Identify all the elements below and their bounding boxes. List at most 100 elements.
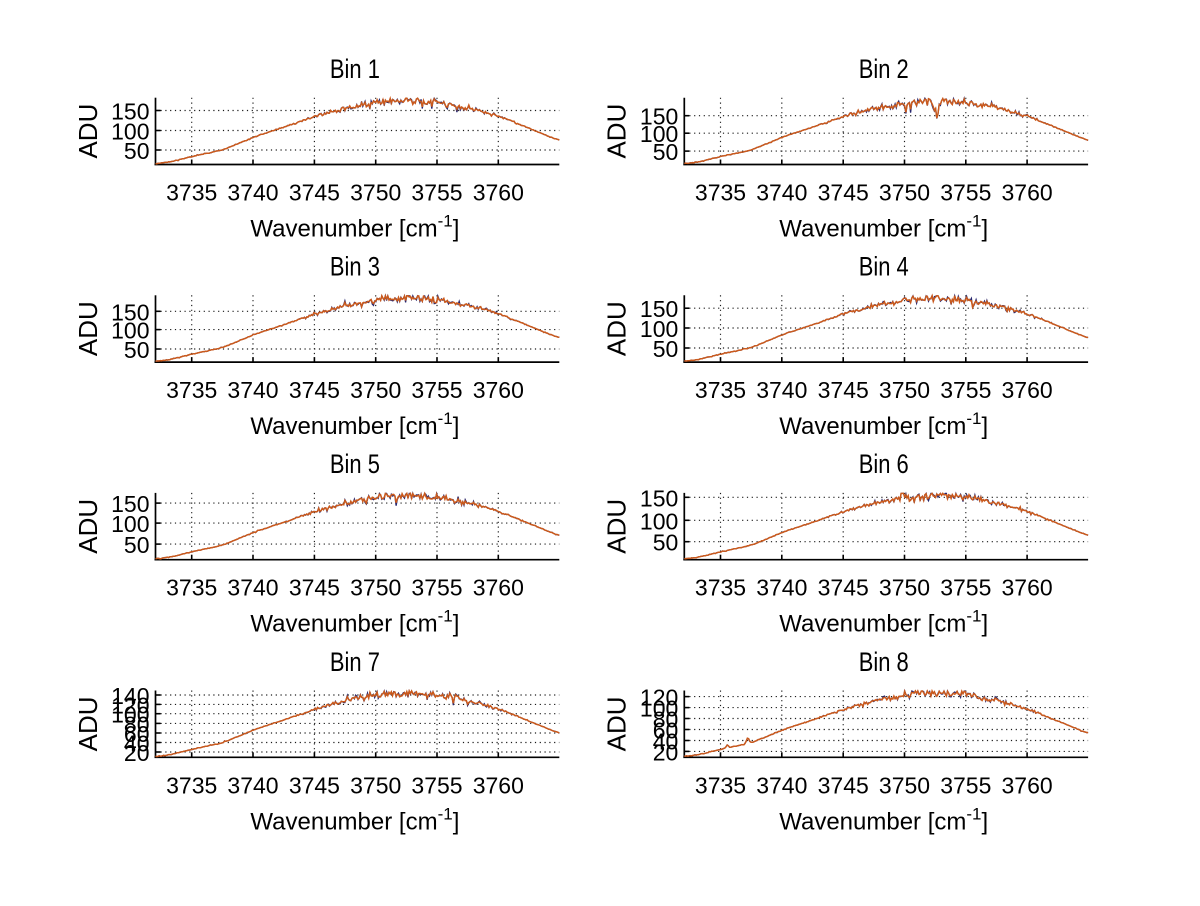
svg-text:Bin 6: Bin 6 [859,449,909,479]
svg-text:Wavenumber [cm-1]: Wavenumber [cm-1] [779,607,988,638]
svg-text:150: 150 [111,491,149,517]
svg-text:Wavenumber [cm-1]: Wavenumber [cm-1] [779,409,988,440]
svg-text:Wavenumber [cm-1]: Wavenumber [cm-1] [250,409,459,440]
svg-text:3735: 3735 [695,772,746,798]
svg-text:3735: 3735 [166,377,217,403]
svg-text:150: 150 [640,296,678,322]
svg-text:3760: 3760 [473,575,524,601]
svg-text:3745: 3745 [289,575,340,601]
svg-text:3755: 3755 [411,575,462,601]
svg-text:3750: 3750 [879,772,930,798]
svg-text:ADU: ADU [602,104,632,159]
svg-text:Bin 4: Bin 4 [859,252,909,282]
svg-text:ADU: ADU [602,696,632,751]
svg-text:3745: 3745 [289,772,340,798]
svg-text:3735: 3735 [166,180,217,206]
svg-text:3760: 3760 [1002,377,1053,403]
svg-text:3740: 3740 [756,575,807,601]
svg-text:3735: 3735 [695,575,746,601]
svg-text:ADU: ADU [602,499,632,554]
svg-text:100: 100 [640,508,678,534]
svg-text:3750: 3750 [879,377,930,403]
svg-text:3740: 3740 [756,180,807,206]
svg-text:3755: 3755 [940,377,991,403]
svg-text:50: 50 [653,530,679,556]
svg-text:50: 50 [653,336,679,362]
svg-text:50: 50 [124,337,150,363]
svg-text:3740: 3740 [756,377,807,403]
svg-text:3750: 3750 [879,575,930,601]
svg-text:3755: 3755 [940,772,991,798]
svg-text:150: 150 [111,299,149,325]
svg-text:ADU: ADU [73,301,103,356]
svg-text:20: 20 [124,740,150,766]
svg-text:3750: 3750 [350,377,401,403]
svg-text:80: 80 [653,707,679,733]
svg-text:100: 100 [111,119,149,145]
svg-text:Wavenumber [cm-1]: Wavenumber [cm-1] [250,212,459,243]
svg-text:Bin 7: Bin 7 [330,647,380,677]
svg-text:50: 50 [653,139,679,165]
svg-text:3760: 3760 [473,772,524,798]
svg-text:3760: 3760 [1002,575,1053,601]
svg-text:ADU: ADU [73,104,103,159]
svg-text:ADU: ADU [73,499,103,554]
svg-text:3735: 3735 [166,575,217,601]
svg-text:3760: 3760 [1002,180,1053,206]
svg-text:3745: 3745 [818,180,869,206]
svg-text:Bin 2: Bin 2 [859,54,909,84]
svg-text:140: 140 [111,683,149,709]
svg-text:20: 20 [653,739,679,765]
svg-text:3755: 3755 [940,180,991,206]
svg-text:3760: 3760 [473,180,524,206]
svg-text:100: 100 [111,511,149,537]
svg-text:150: 150 [111,99,149,125]
svg-text:Bin 8: Bin 8 [859,647,909,677]
svg-text:3745: 3745 [818,377,869,403]
svg-text:3760: 3760 [473,377,524,403]
svg-text:150: 150 [640,104,678,130]
svg-text:Wavenumber [cm-1]: Wavenumber [cm-1] [779,212,988,243]
svg-text:3750: 3750 [879,180,930,206]
svg-text:3750: 3750 [350,180,401,206]
svg-text:Bin 3: Bin 3 [330,252,380,282]
svg-text:3755: 3755 [411,772,462,798]
svg-text:3745: 3745 [818,575,869,601]
svg-text:50: 50 [124,532,150,558]
svg-text:100: 100 [640,121,678,147]
svg-text:100: 100 [111,702,149,728]
svg-text:3750: 3750 [350,772,401,798]
svg-text:3745: 3745 [818,772,869,798]
svg-text:3755: 3755 [940,575,991,601]
svg-text:3760: 3760 [1002,772,1053,798]
svg-text:3740: 3740 [227,772,278,798]
svg-text:3735: 3735 [695,180,746,206]
svg-text:40: 40 [653,729,679,755]
svg-text:3735: 3735 [166,772,217,798]
svg-text:3755: 3755 [411,377,462,403]
svg-text:3745: 3745 [289,377,340,403]
svg-text:3745: 3745 [289,180,340,206]
svg-text:80: 80 [124,711,150,737]
svg-text:ADU: ADU [73,696,103,751]
svg-text:Bin 1: Bin 1 [330,54,380,84]
svg-text:3750: 3750 [350,575,401,601]
svg-text:150: 150 [640,485,678,511]
svg-text:Bin 5: Bin 5 [330,449,380,479]
svg-text:Wavenumber [cm-1]: Wavenumber [cm-1] [250,804,459,835]
svg-text:3735: 3735 [695,377,746,403]
svg-text:Wavenumber [cm-1]: Wavenumber [cm-1] [779,804,988,835]
svg-text:100: 100 [640,316,678,342]
svg-text:3740: 3740 [227,575,278,601]
svg-text:100: 100 [640,696,678,722]
svg-text:Wavenumber [cm-1]: Wavenumber [cm-1] [250,607,459,638]
svg-text:50: 50 [124,138,150,164]
svg-text:ADU: ADU [602,301,632,356]
svg-text:60: 60 [653,718,679,744]
svg-text:100: 100 [111,318,149,344]
svg-text:3740: 3740 [227,180,278,206]
svg-text:3740: 3740 [756,772,807,798]
svg-text:60: 60 [124,721,150,747]
svg-text:120: 120 [111,692,149,718]
svg-text:120: 120 [640,685,678,711]
